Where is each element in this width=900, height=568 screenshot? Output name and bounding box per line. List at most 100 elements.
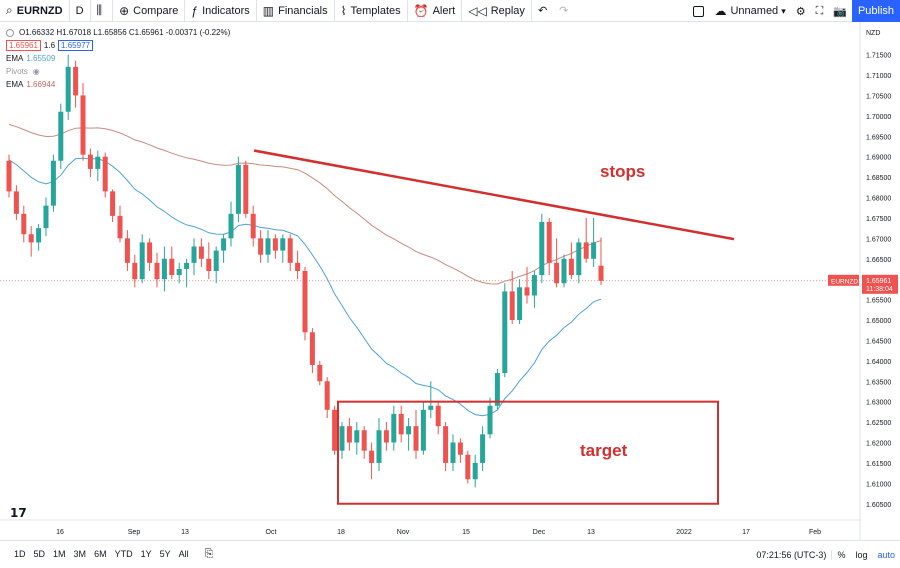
date-range-icon[interactable]: ⎘ — [204, 547, 214, 560]
candle-body — [383, 430, 389, 443]
timeframe-button[interactable]: 3M — [73, 549, 87, 559]
time-tick-label: 15 — [462, 529, 470, 536]
timeframe-button[interactable]: 1D — [14, 549, 26, 559]
price-tick-label: 1.68000 — [866, 196, 891, 203]
ema-fast-label: EMA — [6, 54, 24, 63]
candle-body — [339, 426, 345, 451]
candle-body — [87, 154, 93, 169]
clock[interactable]: 07:21:56 (UTC-3) — [756, 549, 827, 560]
candle-body — [406, 426, 412, 435]
stops-annotation[interactable]: stops — [600, 162, 645, 181]
drawings[interactable]: stops target — [253, 149, 735, 505]
candle-body — [198, 246, 204, 259]
candle-body — [102, 156, 108, 192]
candle-body — [487, 405, 493, 435]
log-toggle[interactable]: log — [855, 549, 868, 560]
compare-button[interactable]: ⊕ Compare — [113, 0, 186, 22]
auto-toggle[interactable]: auto — [877, 549, 895, 560]
undo-button[interactable]: ↶ — [532, 0, 553, 22]
symbol-search[interactable]: ⌕ EURNZD — [0, 0, 70, 22]
candle-body — [124, 238, 130, 263]
price-tick-label: 1.67500 — [866, 216, 891, 223]
bottom-right: 07:21:56 (UTC-3) % log auto — [751, 541, 900, 568]
fullscreen-toggle[interactable] — [688, 0, 709, 22]
ema-fast-value: 1.65509 — [26, 54, 56, 63]
candle-body — [309, 332, 315, 365]
candle-body — [591, 242, 597, 259]
settings-button[interactable]: ⚙ — [791, 0, 811, 22]
symbol-tag-bg — [828, 274, 859, 286]
candle-body — [235, 164, 241, 214]
tradingview-logo-icon: 17 — [10, 506, 27, 520]
timeframe-button[interactable]: 6M — [94, 549, 107, 559]
time-tick-label: 13 — [181, 529, 189, 536]
candle-body — [413, 426, 419, 451]
ema-fast-row[interactable]: EMA 1.65509 — [6, 52, 230, 65]
square-icon — [693, 5, 705, 17]
target-annotation[interactable]: target — [580, 441, 628, 460]
publish-button[interactable]: Publish — [852, 0, 900, 22]
timeframe-button[interactable]: 1M — [53, 549, 66, 559]
candle-body — [154, 262, 160, 280]
time-axis[interactable]: 16 Sep 13 Oct 18 Nov 15 Dec 13 2022 17 Feb — [0, 519, 860, 536]
target-box[interactable] — [337, 400, 719, 505]
candle-body — [265, 238, 271, 255]
timeframe-button[interactable]: 1Y — [140, 549, 152, 559]
ema-slow-row[interactable]: EMA 1.66944 — [6, 78, 230, 91]
price-tick-label: 1.60500 — [866, 502, 891, 509]
undo-icon: ↶ — [537, 5, 548, 17]
sell-price[interactable]: 1.65961 — [6, 40, 41, 51]
candle-body — [169, 258, 175, 276]
templates-button[interactable]: ⌇ Templates — [335, 0, 408, 22]
camera-icon: 📷 — [833, 5, 847, 18]
candle-body — [509, 291, 515, 320]
candle-body — [539, 222, 545, 276]
symbol-dot-icon — [6, 28, 14, 37]
candle-body — [28, 234, 34, 243]
countdown-label: 11:38:04 — [866, 286, 893, 293]
ema-slow-label: EMA — [6, 80, 24, 89]
candle-body — [369, 450, 375, 463]
pivots-row[interactable]: Pivots ◉ — [6, 65, 230, 78]
percent-toggle[interactable]: % — [831, 549, 850, 560]
redo-button[interactable]: ↷ — [553, 0, 574, 22]
alarm-clock-icon: ⏰ — [413, 3, 429, 18]
time-tick-label: Feb — [809, 529, 821, 536]
candle-body — [228, 213, 234, 239]
chart-canvas[interactable]: stops target NZD 1.71500 1.71000 1.70500 1.70… — [0, 22, 900, 540]
ohlc-row: O1.66332 H1.67018 L1.65856 C1.65961 -0.0… — [6, 26, 230, 39]
time-tick-label: Nov — [397, 529, 410, 536]
replay-button[interactable]: ◁◁ Replay — [462, 0, 532, 22]
candle-body — [6, 160, 12, 192]
candle-body — [435, 405, 441, 427]
price-axis[interactable]: NZD 1.71500 1.71000 1.70500 1.70000 1.69500 1.… — [828, 22, 898, 540]
alert-button[interactable]: ⏰ Alert — [408, 0, 463, 22]
indicators-button[interactable]: ƒ Indicators — [185, 0, 257, 22]
timeframe-button[interactable]: All — [178, 549, 189, 559]
chevron-down-icon: ▾ — [781, 5, 786, 16]
layout-menu[interactable]: ☁ Unnamed ▾ — [709, 0, 790, 22]
time-tick-label: 16 — [56, 529, 64, 536]
time-tick-label: Sep — [128, 529, 141, 536]
chart-type-button[interactable]: ⫼ — [91, 0, 114, 22]
snapshot-button[interactable]: 📷 — [828, 0, 852, 22]
currency-label: NZD — [866, 30, 880, 37]
eye-icon[interactable]: ◉ — [32, 67, 40, 76]
timeframe-button[interactable]: 5D — [33, 549, 46, 559]
candle-body — [95, 156, 101, 169]
time-tick-label: 18 — [337, 529, 345, 536]
interval-button[interactable]: D — [70, 0, 91, 22]
candle-body — [295, 262, 301, 271]
pivots-label: Pivots — [6, 67, 28, 76]
price-tick-label: 1.71500 — [866, 53, 891, 60]
stops-trendline[interactable] — [253, 149, 735, 241]
fullscreen-button[interactable]: ⛶ — [811, 0, 829, 22]
timeframe-button[interactable]: 5Y — [159, 549, 171, 559]
candle-body — [554, 262, 560, 284]
price-tick-label: 1.62500 — [866, 420, 891, 427]
timeframe-button[interactable]: YTD — [114, 549, 133, 559]
timeframe-buttons: 1D 5D 1M 3M 6M YTD 1Y 5Y All — [0, 549, 193, 559]
financials-button[interactable]: ▥ Financials — [257, 0, 335, 22]
price-tick-label: 1.67000 — [866, 236, 891, 243]
buy-price[interactable]: 1.65977 — [58, 40, 93, 51]
